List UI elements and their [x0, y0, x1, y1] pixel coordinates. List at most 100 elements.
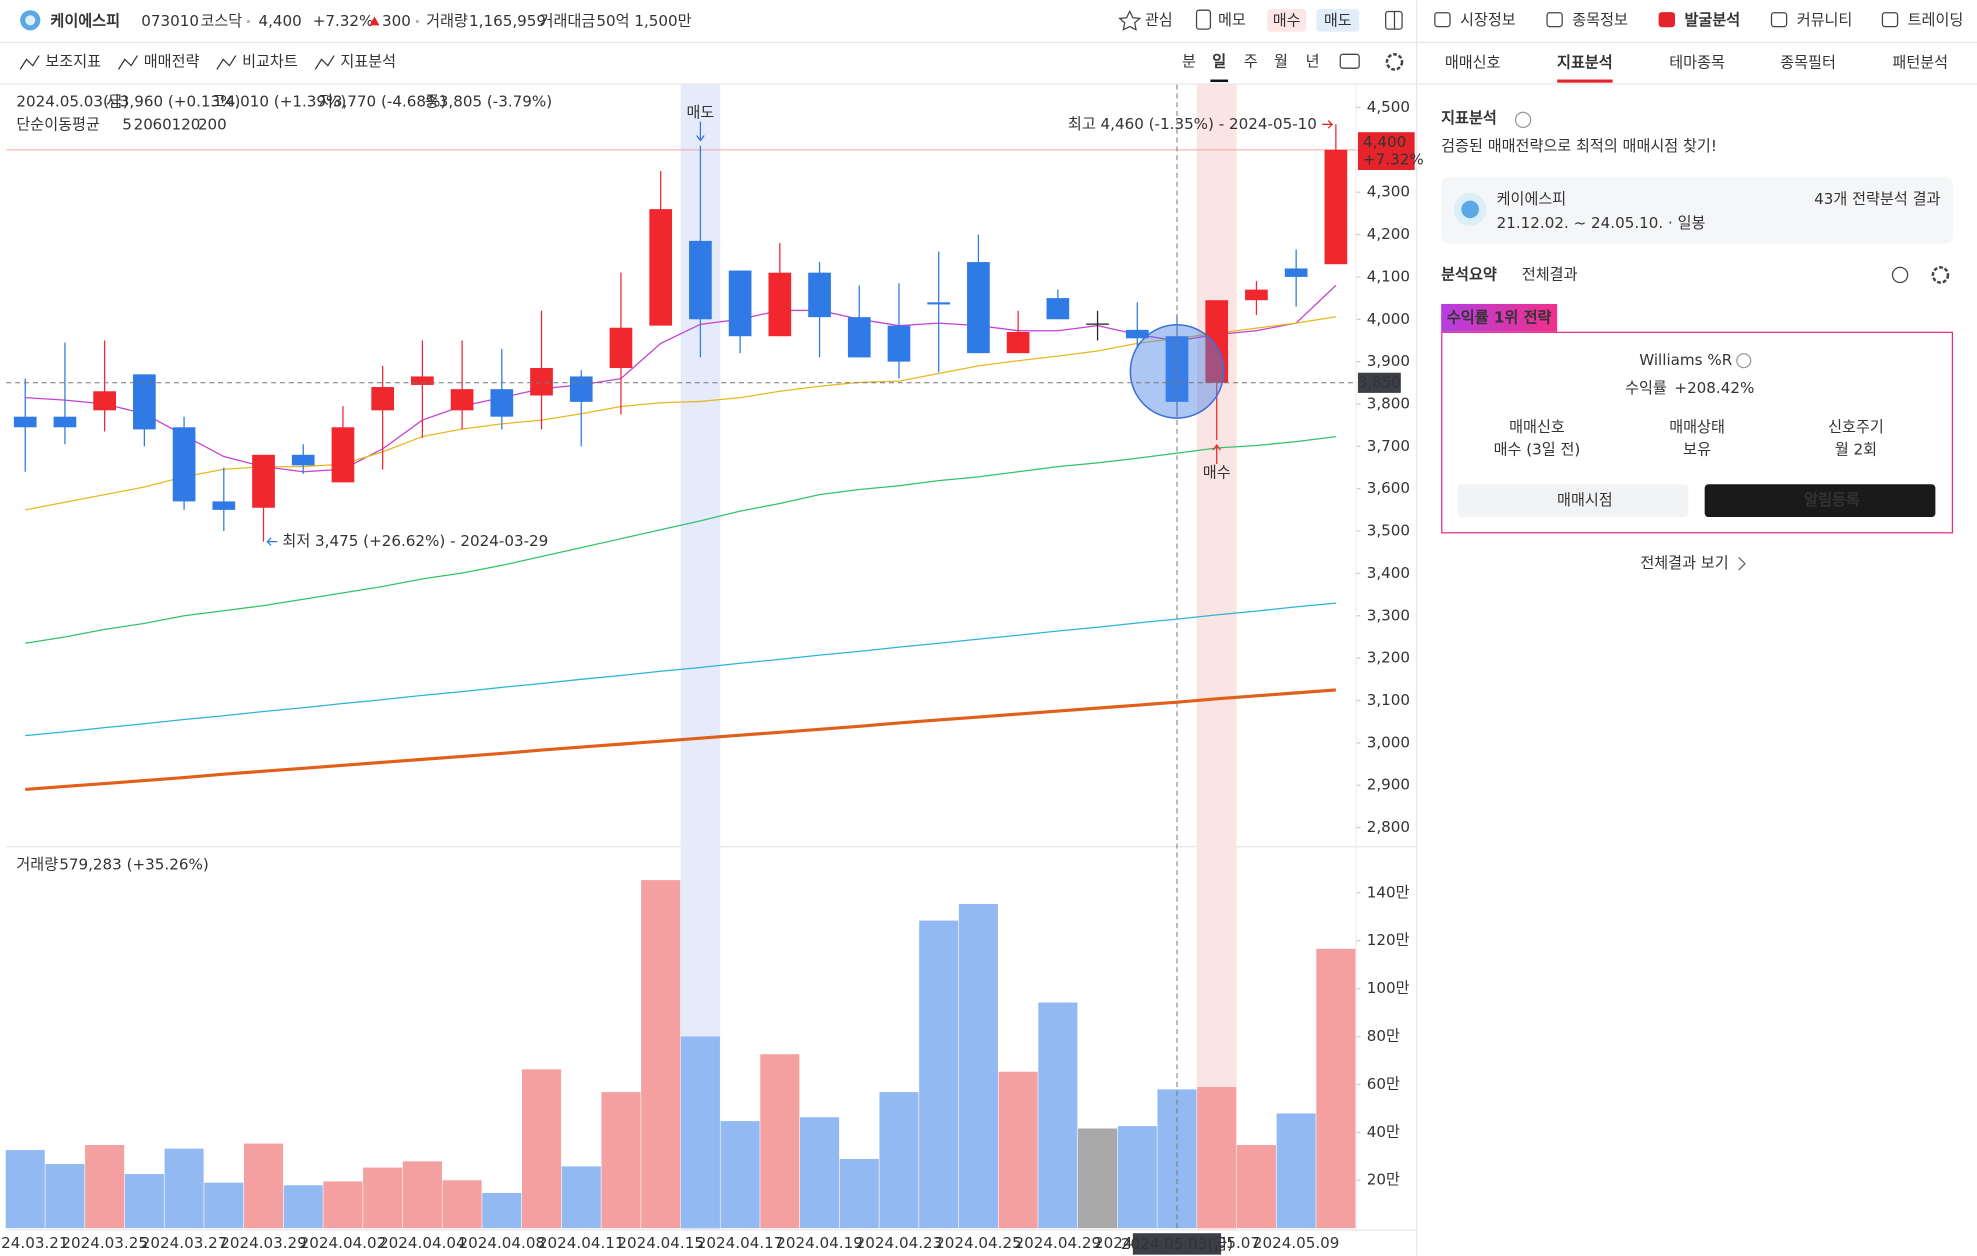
- volume-bar: [561, 1166, 601, 1229]
- panel-tab[interactable]: 테마종목: [1669, 54, 1725, 72]
- alarm-settings-icon[interactable]: [1891, 266, 1909, 284]
- more-link[interactable]: 전체결과 보기: [1640, 554, 1728, 572]
- volume-bar: [998, 1071, 1038, 1229]
- card-logo-inner: [1461, 200, 1479, 219]
- legend-entry: 200: [198, 115, 227, 133]
- candle-body: [1006, 331, 1030, 354]
- y-tick-label: 3,700: [1367, 437, 1410, 455]
- x-tick-label: 2024.04.15: [617, 1234, 704, 1252]
- x-tick-label: 2024.04.11: [538, 1234, 625, 1252]
- panel-tab[interactable]: 패턴분석: [1892, 54, 1948, 72]
- candle-body: [490, 389, 514, 417]
- volume-bar: [720, 1121, 760, 1229]
- volume-tick-label: 20만: [1367, 1171, 1400, 1189]
- panel-tab[interactable]: 종목필터: [1780, 54, 1836, 72]
- change: 300: [382, 12, 411, 30]
- camera-icon[interactable]: [1339, 53, 1360, 69]
- volume-title: 거래량: [16, 856, 58, 874]
- chevron: [1738, 556, 1746, 571]
- candle-body: [450, 389, 474, 411]
- candle-body: [411, 376, 434, 385]
- volume-bar: [45, 1163, 85, 1229]
- settings-icon[interactable]: [1385, 53, 1404, 71]
- buy-button[interactable]: 매수: [1273, 11, 1301, 29]
- volume-bar: [919, 920, 959, 1229]
- timing-button[interactable]: 매매시점: [1557, 491, 1613, 509]
- tool-button[interactable]: 비교차트: [242, 52, 298, 70]
- candle-body: [569, 376, 593, 402]
- candle-body: [371, 387, 395, 411]
- amount-label: 거래대금: [540, 12, 596, 30]
- info-label: 고: [212, 93, 226, 111]
- volume-label: 거래량: [426, 12, 468, 30]
- panel-tab[interactable]: 매매신호: [1445, 54, 1501, 72]
- badge-bg: [1441, 303, 1558, 332]
- candle-body: [728, 270, 752, 337]
- buy-button-bg[interactable]: [1267, 8, 1307, 32]
- alert-button-bg[interactable]: [1704, 484, 1936, 518]
- badge: 수익률 1위 전략: [1447, 308, 1552, 326]
- volume-tick-label: 100만: [1367, 979, 1410, 997]
- candle-body: [212, 501, 236, 510]
- nav-icon: [1546, 12, 1563, 28]
- panel-tab-underline: [1557, 79, 1613, 83]
- memo-button[interactable]: 메모: [1218, 11, 1246, 29]
- volume-bar: [323, 1181, 363, 1229]
- signal-arrow: [1212, 443, 1221, 464]
- max-label: 최고 4,460 (-1.35%) - 2024-05-10: [1068, 115, 1317, 133]
- card-count: 43개 전략분석 결과: [1814, 190, 1940, 208]
- nav-tab[interactable]: 발굴분석: [1684, 11, 1740, 29]
- sell-button-bg[interactable]: [1316, 8, 1360, 32]
- period-button[interactable]: 주: [1244, 52, 1258, 70]
- tool-button[interactable]: 보조지표: [45, 52, 101, 70]
- nav-tab[interactable]: 트레이딩: [1908, 11, 1964, 29]
- last-price-box: [1357, 132, 1415, 171]
- subtab[interactable]: 분석요약: [1441, 265, 1497, 283]
- nav-tab[interactable]: 종목정보: [1572, 11, 1628, 29]
- stat-value: 월 2회: [1835, 441, 1877, 459]
- legend-entry: 120: [171, 115, 200, 133]
- candle-body: [13, 416, 37, 428]
- y-tick-label: 3,300: [1367, 606, 1410, 624]
- volume-tick-label: 60만: [1367, 1075, 1400, 1093]
- panel-title: 지표분석: [1441, 109, 1497, 127]
- period-button[interactable]: 월: [1274, 52, 1288, 70]
- return-label: 수익률: [1625, 379, 1667, 397]
- alert-button[interactable]: 알림등록: [1804, 491, 1860, 509]
- stock-code: 073010: [141, 12, 199, 30]
- settings-icon[interactable]: [1931, 266, 1950, 284]
- signal-arrow: [696, 121, 705, 142]
- period-button[interactable]: 일: [1212, 52, 1226, 70]
- stat-label: 매매상태: [1669, 418, 1725, 436]
- x-tick-label: 2024.03.29: [220, 1234, 307, 1252]
- stat-value: 보유: [1683, 441, 1711, 459]
- crosshair-price-label: 3,850: [1358, 373, 1401, 391]
- y-tick-label: 3,900: [1367, 352, 1410, 370]
- period-button[interactable]: 년: [1306, 52, 1320, 70]
- candle-body: [887, 325, 911, 362]
- moving-average: [25, 284, 1337, 473]
- panel-tab[interactable]: 지표분석: [1557, 54, 1613, 72]
- nav-tab[interactable]: 커뮤니티: [1797, 11, 1853, 29]
- tool-icon: [117, 55, 138, 70]
- info-label: 시: [106, 93, 120, 111]
- candle-body: [1046, 298, 1070, 320]
- period-button[interactable]: 분: [1182, 52, 1196, 70]
- candle-body: [967, 262, 990, 354]
- sell-button[interactable]: 매도: [1324, 11, 1352, 29]
- subtab[interactable]: 전체결과: [1522, 265, 1578, 283]
- nav-tab[interactable]: 시장정보: [1460, 11, 1516, 29]
- moving-average: [25, 316, 1336, 511]
- x-tick-label: 2024.04.02: [300, 1234, 387, 1252]
- volume-value: 579,283 (+35.26%): [59, 856, 208, 874]
- nav-icon: [1881, 12, 1899, 28]
- tool-button[interactable]: 매매전략: [144, 52, 200, 70]
- timing-button-bg[interactable]: [1457, 484, 1689, 518]
- volume-bar: [601, 1092, 641, 1229]
- interest-button[interactable]: 관심: [1145, 11, 1173, 29]
- tool-button[interactable]: 지표분석: [340, 52, 396, 70]
- candle-body: [133, 374, 156, 430]
- x-tick-label: 2024.03.21: [0, 1234, 69, 1252]
- volume-bar: [879, 1092, 919, 1229]
- legend-title: 단순이동평균: [16, 115, 100, 133]
